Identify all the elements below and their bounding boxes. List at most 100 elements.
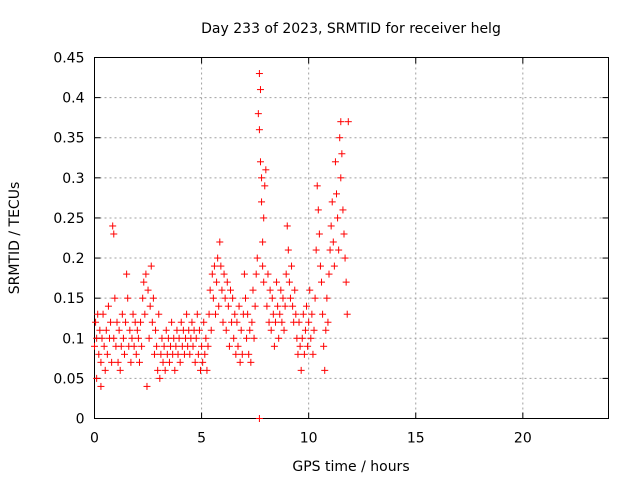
data-point bbox=[203, 366, 211, 374]
data-point bbox=[200, 318, 208, 326]
data-point bbox=[260, 278, 268, 286]
data-point bbox=[189, 342, 197, 350]
data-point bbox=[220, 270, 228, 278]
data-point bbox=[339, 206, 347, 214]
data-point bbox=[261, 182, 269, 190]
data-point bbox=[206, 286, 214, 294]
y-tick-label: 0.2 bbox=[62, 251, 84, 267]
data-point bbox=[95, 350, 103, 358]
data-point bbox=[217, 262, 225, 270]
data-point bbox=[296, 342, 304, 350]
data-point bbox=[155, 310, 163, 318]
data-point bbox=[251, 302, 259, 310]
data-point bbox=[156, 374, 164, 382]
data-point bbox=[320, 342, 328, 350]
data-point bbox=[306, 286, 314, 294]
data-point bbox=[197, 366, 205, 374]
data-point bbox=[319, 310, 327, 318]
data-point bbox=[132, 350, 140, 358]
data-point bbox=[137, 318, 145, 326]
data-points bbox=[91, 70, 352, 422]
data-point bbox=[172, 342, 180, 350]
data-point bbox=[298, 334, 306, 342]
data-point bbox=[214, 254, 222, 262]
data-point bbox=[271, 318, 279, 326]
data-point bbox=[97, 358, 105, 366]
data-point bbox=[109, 222, 117, 230]
data-point bbox=[110, 230, 118, 238]
data-point bbox=[221, 294, 229, 302]
data-point bbox=[140, 278, 148, 286]
data-point bbox=[264, 270, 272, 278]
data-point bbox=[127, 358, 135, 366]
data-point bbox=[116, 366, 124, 374]
data-point bbox=[294, 350, 302, 358]
y-tick-label: 0.25 bbox=[53, 211, 84, 227]
data-point bbox=[142, 270, 150, 278]
y-tick-label: 0.4 bbox=[62, 91, 84, 107]
data-point bbox=[301, 326, 309, 334]
data-point bbox=[329, 238, 337, 246]
data-point bbox=[148, 318, 156, 326]
data-point bbox=[343, 310, 351, 318]
data-point bbox=[153, 342, 161, 350]
data-point bbox=[340, 230, 348, 238]
data-point bbox=[174, 350, 182, 358]
data-point bbox=[158, 334, 166, 342]
data-point bbox=[230, 334, 238, 342]
data-point bbox=[150, 350, 158, 358]
data-point bbox=[201, 350, 209, 358]
data-point bbox=[304, 342, 312, 350]
data-point bbox=[273, 278, 281, 286]
data-point bbox=[311, 294, 319, 302]
data-point bbox=[258, 198, 266, 206]
data-point bbox=[274, 302, 282, 310]
data-point bbox=[157, 350, 165, 358]
data-point bbox=[126, 326, 134, 334]
data-point bbox=[191, 358, 199, 366]
data-point bbox=[275, 334, 283, 342]
data-point bbox=[258, 174, 266, 182]
data-point bbox=[144, 286, 152, 294]
data-point bbox=[195, 326, 203, 334]
data-point bbox=[292, 310, 300, 318]
data-point bbox=[325, 270, 333, 278]
data-point bbox=[269, 310, 277, 318]
data-point bbox=[240, 270, 248, 278]
data-point bbox=[198, 342, 206, 350]
data-point bbox=[124, 294, 132, 302]
data-point bbox=[316, 262, 324, 270]
data-point bbox=[101, 366, 109, 374]
data-point bbox=[238, 350, 246, 358]
data-point bbox=[97, 382, 105, 390]
data-point bbox=[322, 326, 330, 334]
data-point bbox=[107, 318, 115, 326]
data-point bbox=[265, 318, 273, 326]
data-point bbox=[247, 358, 255, 366]
data-point bbox=[338, 150, 346, 158]
data-point bbox=[335, 246, 343, 254]
data-point bbox=[108, 358, 116, 366]
data-point bbox=[282, 270, 290, 278]
data-point bbox=[303, 302, 311, 310]
data-point bbox=[205, 310, 213, 318]
data-point bbox=[102, 326, 110, 334]
data-point bbox=[235, 302, 243, 310]
y-tick-label: 0.35 bbox=[53, 131, 84, 147]
data-point bbox=[215, 302, 223, 310]
data-point bbox=[232, 350, 240, 358]
plot-frame bbox=[94, 57, 609, 419]
data-point bbox=[115, 326, 123, 334]
data-point bbox=[256, 158, 264, 166]
data-point bbox=[119, 334, 127, 342]
data-point bbox=[299, 310, 307, 318]
data-point bbox=[279, 294, 287, 302]
data-point bbox=[252, 270, 260, 278]
data-point bbox=[243, 334, 251, 342]
x-tick-label: 0 bbox=[90, 431, 99, 447]
data-point bbox=[323, 294, 331, 302]
data-point bbox=[285, 278, 293, 286]
data-point bbox=[327, 222, 335, 230]
data-point bbox=[318, 278, 326, 286]
data-point bbox=[314, 206, 322, 214]
